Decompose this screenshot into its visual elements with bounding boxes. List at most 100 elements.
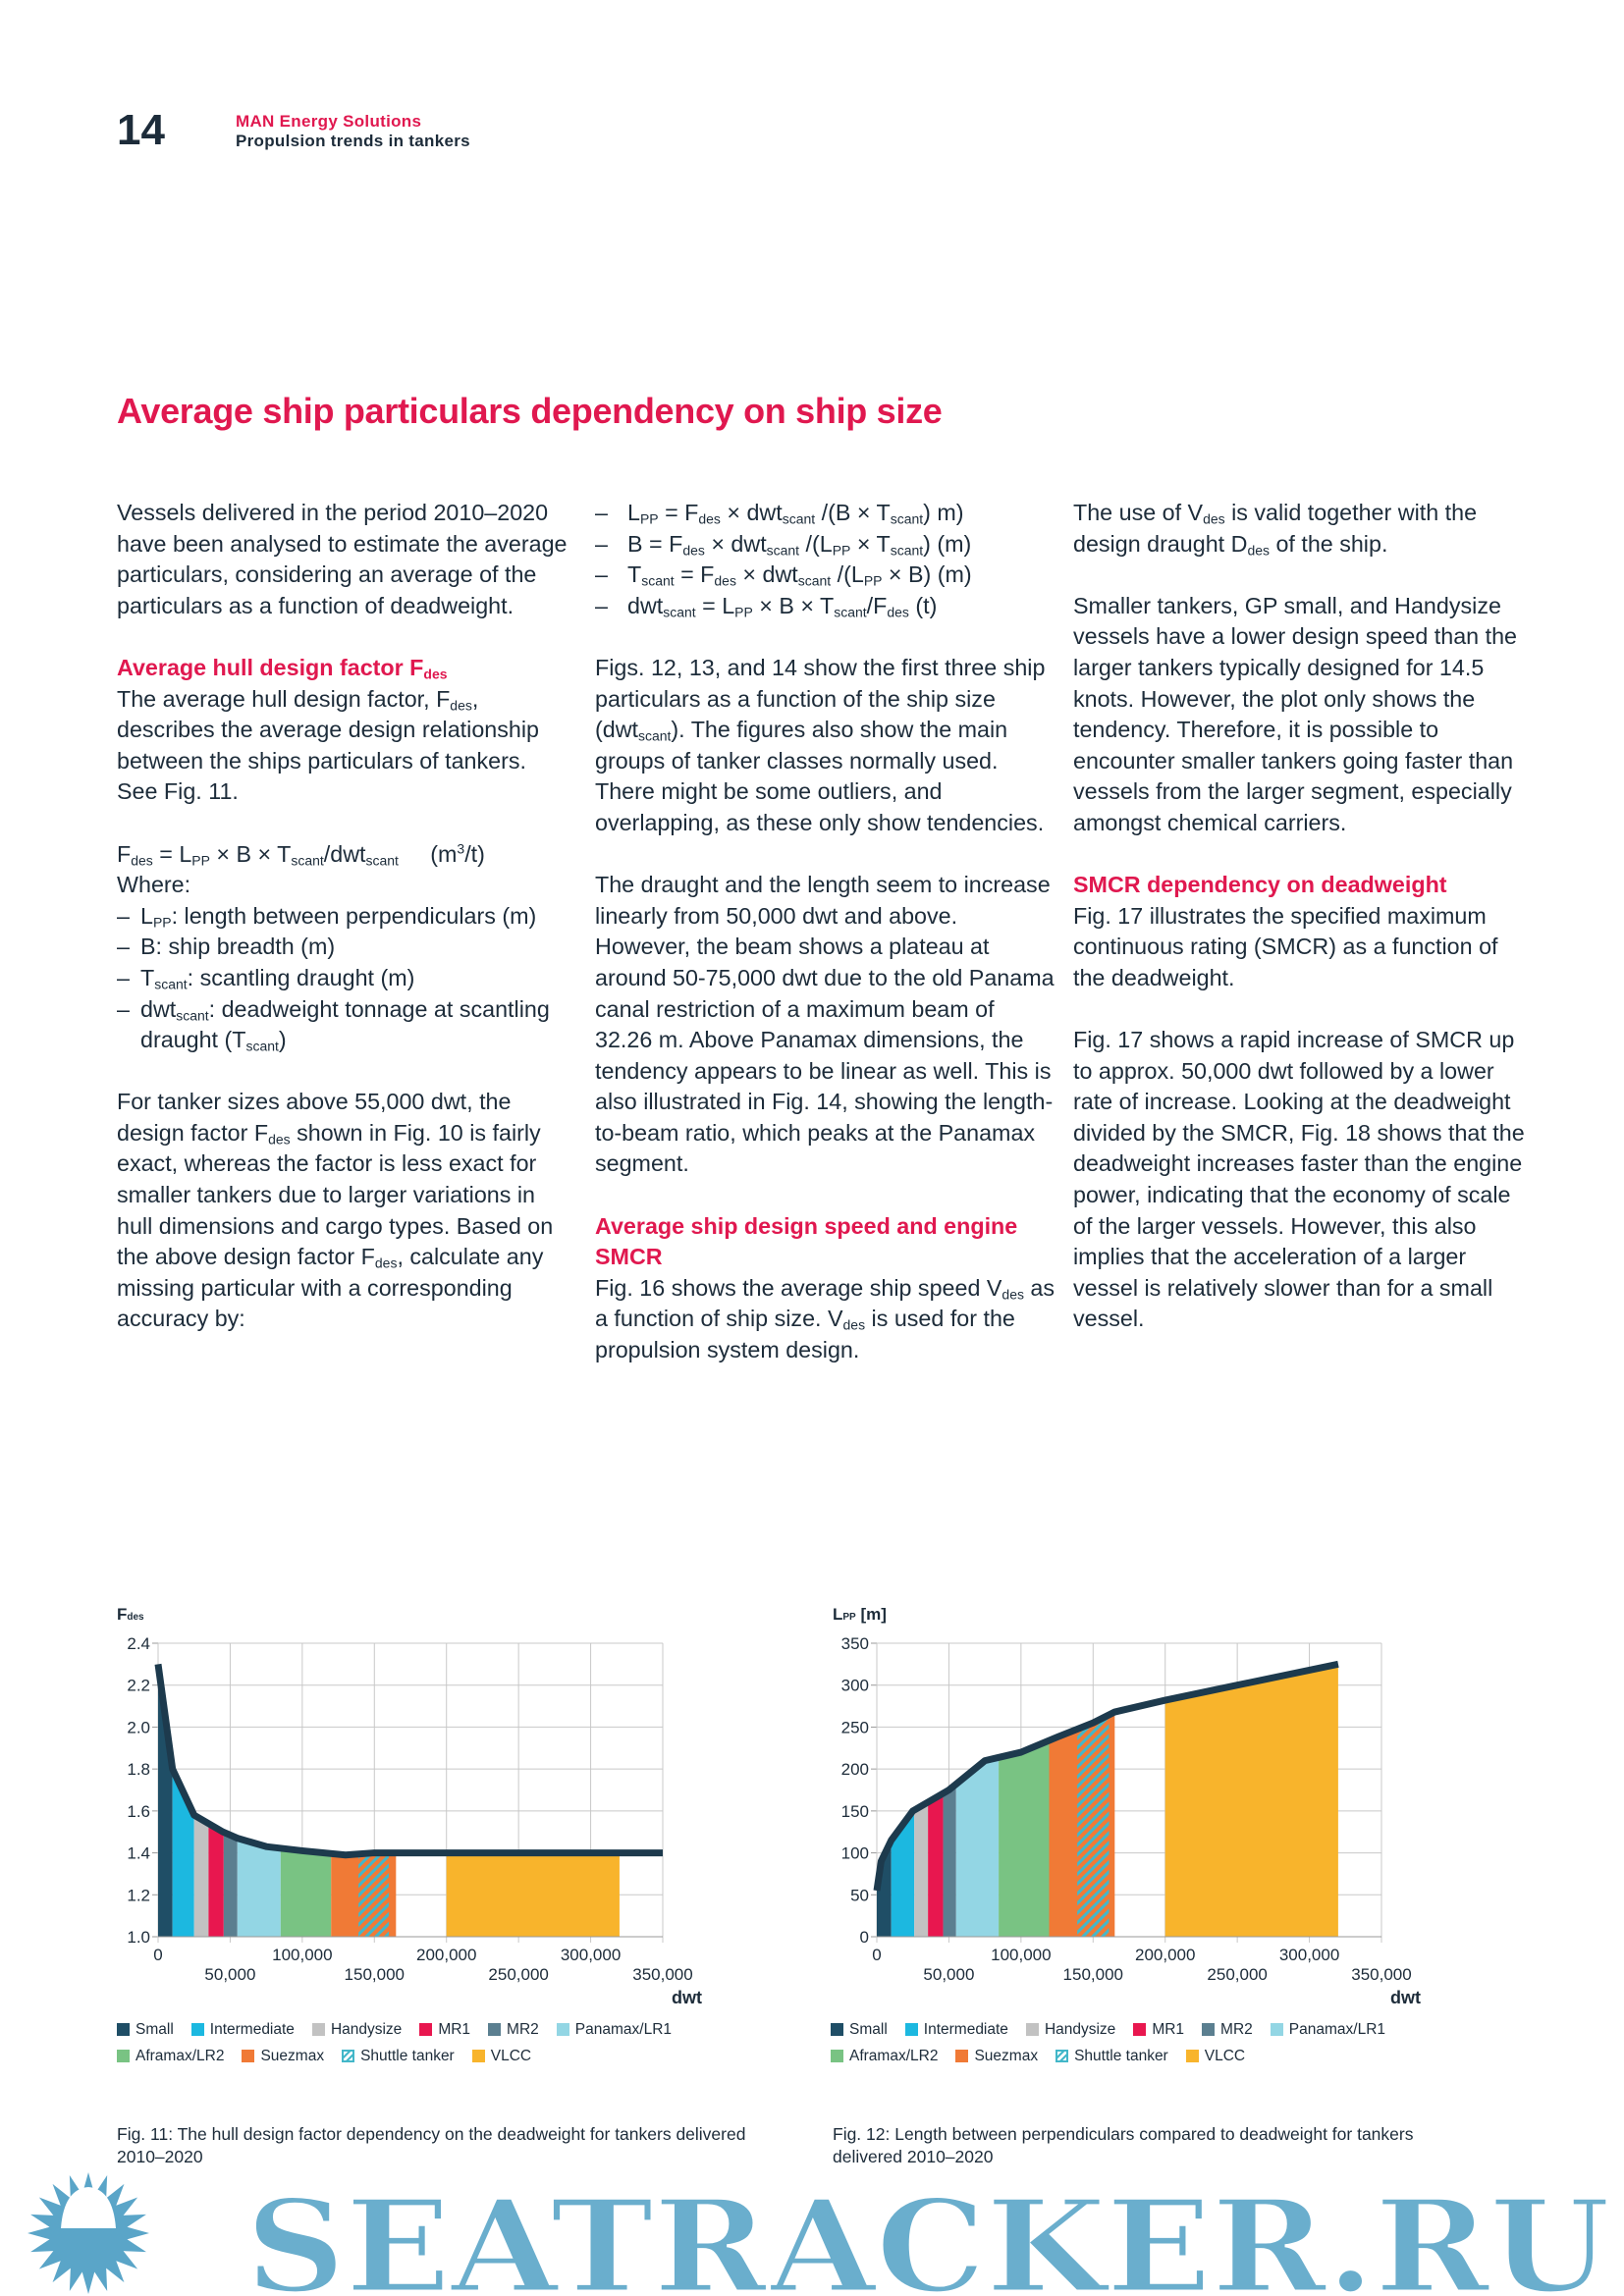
- x-tick-label: 350,000: [632, 1965, 692, 1984]
- text-run: × B × T: [752, 592, 835, 618]
- text-run: SMCR dependency on deadweight: [1073, 872, 1447, 898]
- paragraph: Fig. 17 illustrates the specified maximu…: [1073, 901, 1535, 994]
- list-item: LPP = Fdes × dwtscant /(B × Tscant) m): [595, 498, 1056, 529]
- y-axis-label-sub: des: [127, 1612, 144, 1623]
- subscript: des: [268, 1131, 291, 1148]
- legend-item: Panamax/LR1: [556, 2021, 672, 2039]
- legend-swatch: [1270, 2023, 1283, 2036]
- paragraph: Fig. 16 shows the average ship speed V de…: [595, 1273, 1056, 1366]
- legend-label: Handysize: [1044, 2020, 1116, 2038]
- list-item: dwtscant: deadweight tonnage at scantlin…: [117, 994, 570, 1056]
- subscript: scant: [154, 976, 188, 992]
- y-tick-label: 1.6: [127, 1802, 150, 1821]
- y-tick-label: 1.8: [127, 1760, 150, 1779]
- text-run: /t): [464, 840, 485, 867]
- legend-item: Handysize: [1025, 2020, 1116, 2039]
- trend-line: [154, 1663, 663, 1859]
- text-run: , describes the average design relations…: [117, 685, 539, 805]
- subheading: Average ship design speed and engine SMC…: [595, 1211, 1056, 1273]
- subscript: scant: [766, 542, 800, 559]
- watermark-text: SEATRACKER.RU: [245, 2171, 1610, 2296]
- legend-item: Shuttle tanker: [1056, 2048, 1168, 2065]
- legend-label: Suezmax: [260, 2047, 325, 2064]
- text-run: ) (m): [923, 530, 972, 557]
- legend-swatch: [556, 2023, 569, 2036]
- subscript: scant: [245, 1038, 279, 1054]
- text-run: Fig. 17 illustrates the specified maximu…: [1073, 902, 1498, 990]
- subscript: des: [698, 510, 721, 527]
- subheading: SMCR dependency on deadweight: [1073, 870, 1535, 901]
- text-column-1: Vessels delivered in the period 2010–202…: [117, 498, 570, 1366]
- subscript: scant: [834, 604, 867, 620]
- text-run: ). The figures also show the main groups…: [595, 717, 1045, 835]
- text-run: × B) (m): [882, 561, 972, 588]
- x-tick-label: 250,000: [1207, 1965, 1267, 1984]
- text-run: = L: [152, 840, 192, 867]
- paragraph: Fdes = LPP × B × Tscant/dwtscant (m3/t): [117, 839, 570, 871]
- subscript: PP: [152, 914, 172, 931]
- x-axis-label: dwt: [672, 1988, 702, 2007]
- definition-list: LPP: length between perpendiculars (m)B:…: [117, 901, 570, 1056]
- y-tick-label: 150: [841, 1802, 869, 1821]
- subscript: PP: [863, 572, 883, 589]
- x-tick-label: 50,000: [204, 1965, 255, 1984]
- text-run: /dwt: [323, 840, 366, 867]
- text-run: L: [627, 500, 640, 525]
- y-tick-label: 2.2: [127, 1677, 150, 1695]
- legend-swatch: [419, 2023, 433, 2036]
- paragraph: Smaller tankers, GP small, and Handysize…: [1073, 591, 1535, 839]
- legend-item: VLCC: [471, 2048, 531, 2065]
- legend-row: Aframax/LR2 Suezmax Shuttle tanker VLCC: [117, 2043, 745, 2069]
- legend-item: Suezmax: [242, 2048, 324, 2065]
- legend-item: Suezmax: [955, 2048, 1038, 2065]
- text-run: T: [627, 561, 642, 588]
- legend-item: VLCC: [1185, 2048, 1245, 2065]
- legend-item: Small: [831, 2021, 888, 2039]
- text-run: F: [117, 840, 132, 867]
- subscript: scant: [291, 852, 324, 869]
- text-run: dwt: [140, 995, 177, 1022]
- y-tick-label: 250: [841, 1718, 869, 1736]
- band-mr1: [928, 1664, 944, 1937]
- subscript: scant: [890, 542, 924, 559]
- text-run: /(B × T: [815, 500, 891, 525]
- legend-row: Small Intermediate Handysize MR1 MR2 Panamax/…: [117, 2016, 745, 2043]
- y-tick-label: 100: [841, 1844, 869, 1863]
- legend-swatch: [311, 2023, 325, 2036]
- text-run: Fig. 16 shows the average ship speed V: [595, 1274, 1002, 1301]
- list-item: B: ship breadth (m): [117, 932, 570, 963]
- text-run: Where:: [117, 872, 191, 898]
- text-run: (m: [398, 840, 458, 867]
- y-tick-label: 1.4: [127, 1844, 150, 1863]
- x-tick-label: 50,000: [923, 1965, 974, 1984]
- band-group: [158, 1664, 620, 1937]
- legend-item: Intermediate: [190, 2021, 295, 2039]
- legend-swatch: [904, 2023, 918, 2036]
- legend-label: Small: [849, 2020, 888, 2038]
- subscript: des: [423, 666, 448, 682]
- x-tick-label: 100,000: [272, 1946, 332, 1964]
- band-intermediate: [891, 1664, 915, 1937]
- section-title: Average ship particulars dependency on s…: [117, 391, 943, 431]
- text-run: /F: [866, 592, 888, 618]
- legend-item: MR1: [1133, 2021, 1184, 2039]
- text-run: The draught and the length seem to incre…: [595, 872, 1055, 1177]
- legend-item: Handysize: [311, 2021, 402, 2039]
- legend-item: Panamax/LR1: [1270, 2021, 1385, 2039]
- legend-label: Shuttle tanker: [360, 2047, 455, 2064]
- formula-list: LPP = Fdes × dwtscant /(B × Tscant) m)B …: [595, 498, 1056, 621]
- text-run: as a function of ship size. V: [595, 1274, 1056, 1332]
- legend-swatch: [471, 2050, 485, 2062]
- y-tick-label: 350: [841, 1634, 869, 1653]
- y-tick-label: 200: [841, 1760, 869, 1779]
- star-dome: [61, 2187, 116, 2228]
- subscript: des: [842, 1316, 866, 1333]
- band-vlcc: [446, 1664, 620, 1937]
- text-run: is valid together with the design draugh…: [1073, 500, 1478, 557]
- legend-swatch: [1056, 2050, 1069, 2062]
- legend-swatch: [831, 2023, 843, 2036]
- subscript: PP: [639, 510, 659, 527]
- subscript: scant: [365, 852, 399, 869]
- y-axis-label: Fdes: [117, 1605, 144, 1624]
- y-tick-label: 0: [860, 1928, 869, 1947]
